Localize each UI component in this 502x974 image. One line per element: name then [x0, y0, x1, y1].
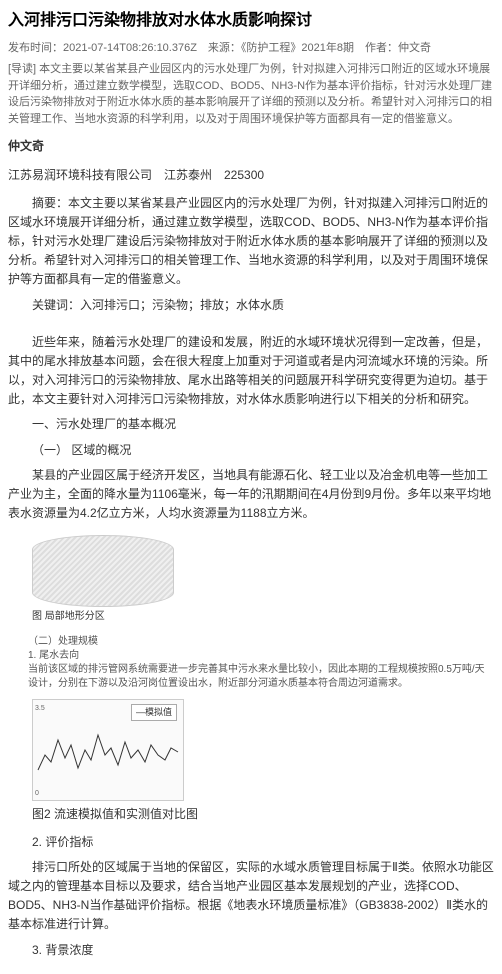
paragraph-2: 某县的产业园区属于经济开发区，当地具有能源石化、轻工业以及冶金机电等一些加工产业… [8, 466, 494, 524]
figure-2-caption: 图2 流速模拟值和实测值对比图 [32, 805, 494, 824]
keywords-text: 入河排污口；污染物；排放；水体水质 [80, 298, 284, 312]
note-line-2: 1. 尾水去向 [28, 649, 494, 663]
keywords: 关键词：入河排污口；污染物；排放；水体水质 [8, 296, 494, 315]
section-1-heading: 一、污水处理厂的基本概况 [8, 415, 494, 434]
y-axis-min: 0 [35, 790, 39, 797]
chart-line [38, 735, 178, 770]
abstract: 摘要：本文主要以某省某县产业园区内的污水处理厂为例，针对拟建入河排污口附近的区域… [8, 194, 494, 290]
keywords-label: 关键词： [32, 298, 80, 312]
figure-2-legend: —模拟值 [131, 704, 177, 720]
paragraph-1: 近些年来，随着污水处理厂的建设和发展，附近的水域环境状况得到一定改善，但是，其中… [8, 333, 494, 410]
figure-1-notes: （二）处理规模 1. 尾水去向 当前该区域的排污管网系统需要进一步完善其中污水来… [28, 635, 494, 691]
section-2-heading: 2. 评价指标 [8, 833, 494, 852]
article-title: 入河排污口污染物排放对水体水质影响探讨 [8, 8, 494, 34]
section-3-heading: 3. 背景浓度 [8, 941, 494, 960]
note-line-1: （二）处理规模 [28, 635, 494, 649]
figure-2: —模拟值 3.5 0 [32, 699, 184, 801]
abstract-text: 本文主要以某省某县产业园区内的污水处理厂为例，针对拟建入河排污口附近的区域水环境… [8, 196, 488, 287]
section-1-1-heading: （一） 区域的概况 [8, 441, 494, 460]
article-intro: [导读] 本文主要以某省某县产业园区内的污水处理厂为例，针对拟建入河排污口附近的… [8, 61, 494, 127]
author-affiliation: 江苏易润环境科技有限公司 江苏泰州 225300 [8, 166, 494, 185]
figure-1-image [32, 535, 174, 607]
paragraph-3: 排污口所处的区域属于当地的保留区，实际的水域水质管理目标属于Ⅱ类。依照水功能区域… [8, 858, 494, 935]
figure-1-caption: 图 局部地形分区 [32, 609, 174, 625]
note-line-3: 当前该区域的排污管网系统需要进一步完善其中污水来水量比较小，因此本期的工程规模按… [28, 663, 494, 691]
article-meta: 发布时间：2021-07-14T08:26:10.376Z 来源：《防护工程》2… [8, 40, 494, 58]
author-name: 仲文奇 [8, 137, 494, 156]
y-axis-max: 3.5 [35, 705, 45, 712]
abstract-label: 摘要： [32, 196, 68, 210]
figure-1: 图 局部地形分区 [32, 535, 174, 625]
